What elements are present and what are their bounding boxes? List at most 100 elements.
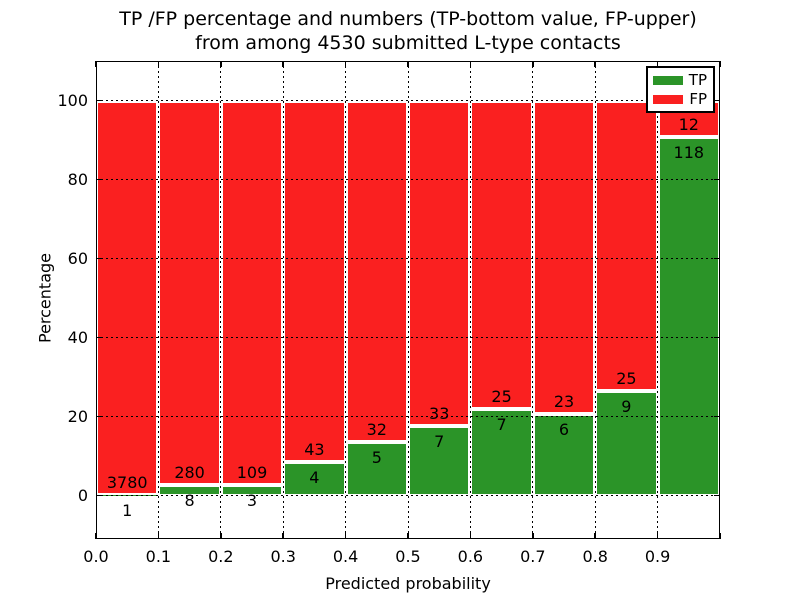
y-gridline: [96, 416, 720, 418]
bar-fp-segment: [345, 100, 408, 443]
y-tick-label: 80: [67, 169, 88, 189]
y-tick-label: 20: [67, 406, 88, 426]
y-tick-label: 40: [67, 327, 88, 347]
x-tick-mark: [719, 533, 721, 539]
bar-tp-segment: [220, 484, 284, 496]
bar-tp-count: 118: [673, 142, 705, 162]
bar-fp-count: 109: [236, 462, 268, 482]
y-gridline: [96, 100, 720, 101]
bar-tp-count: 8: [184, 490, 195, 510]
bar-fp-segment: [283, 100, 346, 462]
bar-tp-count: 7: [434, 432, 445, 452]
bar-tp-segment: [532, 413, 596, 496]
x-tick-mark: [282, 533, 284, 539]
x-gridline: [657, 61, 659, 539]
x-tick-mark: [95, 533, 97, 539]
plot-area: 3780 1 280 8 109 3 43 4 32 5 33 7 25 7 23 6 25 9 12 118 TP …: [95, 61, 721, 539]
x-tick-mark: [344, 533, 347, 539]
x-tick-mark-top: [469, 61, 472, 67]
bar-tp-segment: [158, 484, 221, 496]
chart-title-line2: from among 4530 submitted L-type contact…: [195, 32, 621, 54]
y-tick-label: 100: [57, 90, 88, 110]
chart-title: TP /FP percentage and numbers (TP-bottom…: [96, 7, 720, 55]
x-tick-label: 0.7: [520, 547, 546, 566]
y-tick-mark-right: [714, 415, 720, 418]
x-tick-label: 0.5: [395, 547, 421, 566]
x-tick-label: 0.8: [582, 547, 608, 566]
y-gridline: [96, 337, 720, 339]
y-tick-mark-right: [714, 257, 720, 260]
bar-fp-count: 33: [429, 404, 450, 424]
bar-tp-segment: [345, 442, 408, 496]
x-tick-mark-top: [719, 61, 721, 67]
y-tick-mark: [96, 99, 102, 102]
y-tick-label: 60: [67, 248, 88, 268]
x-tick-mark: [157, 533, 160, 539]
bar-tp-segment: [408, 426, 471, 496]
y-tick-mark: [96, 336, 102, 339]
x-tick-label: 0.3: [270, 547, 296, 566]
bar-fp-count: 25: [616, 368, 637, 388]
bar-fp-count: 23: [553, 391, 575, 411]
bar-fp-segment: [96, 100, 159, 496]
bar-tp-count: 9: [621, 396, 632, 416]
y-tick-mark-right: [714, 336, 720, 339]
legend: TP FP: [646, 66, 715, 113]
x-tick-mark-top: [282, 61, 284, 67]
bar-tp-count: 6: [558, 419, 570, 439]
bar-tp-count: 3: [246, 490, 258, 510]
bar-fp-count: 3780: [106, 473, 148, 493]
x-tick-mark-top: [656, 61, 659, 67]
y-tick-mark: [96, 494, 102, 497]
bar-tp-segment: [470, 409, 533, 496]
x-gridline: [594, 61, 596, 539]
bar-tp-count: 1: [122, 501, 133, 521]
x-gridline: [532, 61, 534, 539]
legend-item-tp: TP: [648, 71, 713, 90]
x-tick-mark: [469, 533, 472, 539]
y-tick-mark-right: [714, 178, 720, 181]
y-tick-mark: [96, 257, 102, 260]
legend-swatch-fp: [653, 95, 683, 104]
bar-fp-count: 43: [304, 439, 325, 459]
y-tick-mark: [96, 415, 102, 418]
bar-fp-segment: [470, 100, 533, 410]
y-tick-mark-right: [714, 494, 720, 497]
y-tick-label: 0: [77, 485, 88, 505]
x-tick-mark: [532, 533, 534, 539]
x-tick-mark-top: [344, 61, 347, 67]
bar-tp-count: 5: [371, 448, 382, 468]
x-gridline: [220, 61, 222, 539]
bar-fp-segment: [220, 100, 284, 485]
x-tick-mark-top: [220, 61, 222, 67]
legend-label-fp: FP: [689, 90, 707, 108]
x-gridline: [345, 61, 347, 539]
bar-fp-segment: [408, 100, 471, 427]
x-tick-mark: [594, 533, 596, 539]
x-tick-mark-top: [157, 61, 160, 67]
x-tick-mark: [220, 533, 222, 539]
x-tick-label: 0.2: [208, 547, 234, 566]
x-axis-label: Predicted probability: [325, 574, 491, 593]
bar-fp-segment: [158, 100, 221, 485]
bar-fp-segment: [595, 100, 658, 391]
x-gridline: [157, 61, 159, 539]
y-tick-mark: [96, 178, 102, 181]
x-tick-mark-top: [407, 61, 409, 67]
y-tick-mark-right: [714, 99, 720, 102]
x-gridline: [282, 61, 284, 539]
bar-fp-count: 12: [678, 114, 699, 134]
bar-fp-count: 32: [366, 420, 387, 440]
bar-tp-count: 7: [496, 415, 507, 435]
bar-tp-count: 4: [309, 467, 320, 487]
x-tick-mark-top: [532, 61, 534, 67]
x-tick-label: 0.0: [83, 547, 109, 566]
x-tick-label: 0.4: [332, 547, 359, 566]
x-tick-label: 0.9: [644, 547, 671, 566]
x-tick-mark: [407, 533, 409, 539]
y-gridline: [96, 258, 720, 260]
legend-label-tp: TP: [688, 71, 707, 89]
x-tick-label: 0.1: [145, 547, 172, 566]
bar-tp-segment: [657, 136, 720, 496]
